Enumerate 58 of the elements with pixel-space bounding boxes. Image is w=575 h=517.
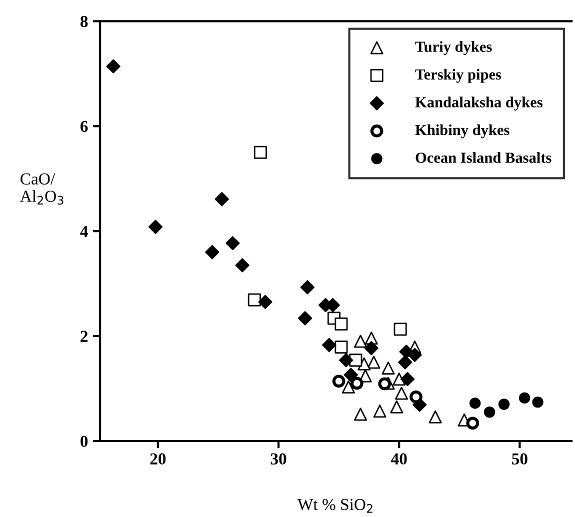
point — [235, 258, 250, 272]
y-tick-label: 4 — [80, 226, 88, 237]
point — [205, 245, 220, 260]
legend-label: Kandalaksha dykes — [415, 96, 542, 111]
point — [214, 192, 229, 206]
point — [322, 338, 336, 352]
y-axis-title: CaO/ Al$_{2}$O$_{3}$ — [20, 173, 64, 205]
point — [392, 372, 406, 386]
point — [378, 377, 392, 390]
point — [466, 416, 480, 430]
point — [400, 372, 415, 386]
y-tick-label: 2 — [80, 330, 88, 342]
point — [390, 400, 404, 414]
x-tick-label: 20 — [150, 453, 166, 465]
point — [364, 341, 378, 356]
point — [518, 392, 530, 404]
point — [300, 280, 315, 294]
y-tick-label: 8 — [80, 16, 88, 28]
point — [148, 220, 163, 234]
legend-label: Khibiny dykes — [415, 124, 510, 138]
point — [298, 311, 312, 326]
point — [395, 386, 408, 400]
point — [334, 340, 348, 354]
point — [398, 355, 412, 370]
point — [350, 376, 364, 390]
legend-label: Turiy dykes — [415, 41, 492, 56]
x-tick-label: 30 — [270, 453, 286, 465]
point — [394, 322, 407, 336]
point — [332, 374, 346, 388]
x-tick-label: 50 — [512, 453, 528, 465]
point — [484, 406, 496, 418]
point — [498, 398, 510, 410]
point — [226, 236, 240, 250]
point — [354, 408, 368, 421]
y-tick-label: 6 — [80, 120, 88, 132]
point — [334, 317, 348, 330]
x-tick-label: 40 — [391, 453, 407, 465]
point — [258, 294, 272, 309]
point — [428, 410, 442, 424]
point — [106, 59, 120, 74]
point — [382, 362, 395, 375]
point — [248, 293, 261, 306]
point — [532, 396, 544, 408]
point — [373, 404, 386, 418]
point — [354, 334, 368, 348]
point — [344, 368, 358, 382]
point — [338, 353, 354, 368]
point — [367, 356, 380, 369]
x-axis-title: Wt % SiO$_{2}$ — [297, 498, 372, 513]
point — [410, 390, 422, 404]
point — [342, 380, 355, 394]
legend-label: Terskiy pipes — [415, 68, 502, 83]
point — [254, 146, 267, 159]
point — [469, 398, 481, 409]
point — [358, 357, 371, 370]
point — [408, 348, 422, 362]
legend-label: Ocean Island Basalts — [416, 152, 552, 163]
y-tick-label: 0 — [80, 436, 88, 447]
